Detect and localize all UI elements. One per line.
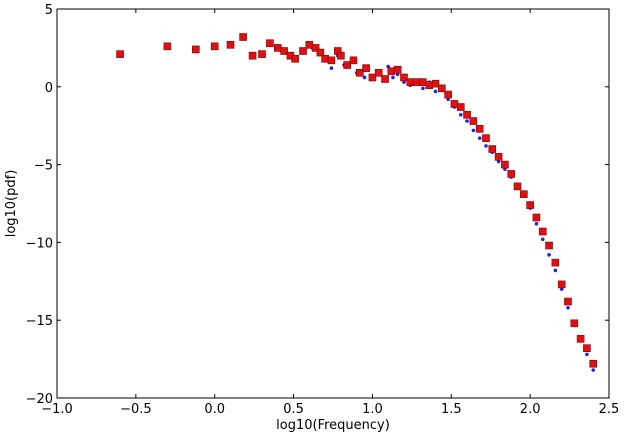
data-point-square: [456, 103, 465, 111]
data-point-square: [299, 47, 307, 55]
data-point-square: [266, 39, 274, 48]
axis-ticks: −1.0 −0.5 0.0 0.5 1.0 1.5 2.0 2.5 5 0 −5 −10 −15 −20: [26, 3, 620, 417]
data-point-square: [191, 45, 200, 54]
data-point-square: [532, 213, 541, 222]
data-point-square: [520, 190, 528, 198]
data-point-dot: [534, 221, 539, 226]
y-tick-label: −15: [26, 314, 53, 329]
data-point-square: [316, 48, 325, 57]
x-tick-label: −0.5: [120, 402, 152, 417]
data-point-square: [450, 100, 459, 108]
data-point-square: [482, 134, 490, 142]
data-point-dot: [591, 368, 596, 372]
x-tick-label: 2.0: [520, 402, 541, 417]
data-point-square: [381, 75, 389, 83]
data-point-square: [406, 78, 415, 86]
x-tick-label: 0.5: [283, 402, 304, 417]
data-point-square: [374, 68, 383, 77]
data-point-dot: [484, 144, 488, 148]
data-point-dot: [465, 119, 469, 123]
data-point-square: [393, 65, 402, 74]
data-point-square: [557, 280, 566, 289]
data-point-square: [337, 51, 345, 60]
y-tick-label: −5: [34, 159, 53, 174]
data-point-dot: [329, 66, 334, 70]
data-point-square: [356, 68, 364, 77]
data-point-square: [327, 56, 336, 65]
x-tick-label: 2.5: [599, 402, 620, 417]
data-point-square: [545, 241, 553, 250]
data-point-square: [570, 319, 579, 328]
data-point-square: [280, 47, 288, 55]
data-point-square: [501, 160, 509, 169]
data-point-square: [239, 33, 247, 41]
data-point-square: [305, 40, 314, 49]
x-tick-label: 0.0: [204, 402, 225, 417]
data-point-square: [368, 73, 377, 82]
data-point-square: [258, 50, 266, 58]
data-point-square: [116, 50, 124, 58]
data-point-square: [248, 51, 257, 60]
data-point-square: [583, 344, 591, 353]
data-point-square: [488, 145, 497, 153]
data-point-square: [444, 90, 452, 99]
data-point-dot: [585, 352, 589, 357]
data-point-square: [419, 78, 427, 86]
data-point-square: [311, 44, 320, 52]
x-tick-label: 1.0: [362, 402, 383, 417]
x-axis-label: log10(Frequency): [276, 418, 390, 433]
data-point-dot: [477, 136, 482, 140]
data-point-square: [163, 42, 172, 51]
data-point-square: [438, 84, 446, 93]
data-point-square: [463, 111, 471, 119]
y-tick-label: −20: [26, 392, 53, 407]
data-point-square: [425, 81, 434, 90]
plot-frame: [56, 8, 610, 399]
data-point-dot: [362, 75, 367, 80]
data-point-square: [273, 44, 282, 52]
data-point-square: [349, 56, 358, 65]
data-point-square: [362, 64, 370, 72]
y-axis-label: log10(pdf): [4, 170, 19, 238]
data-point-square: [564, 297, 572, 306]
data-point-square: [469, 117, 478, 125]
data-point-dot: [553, 268, 558, 273]
data-point-dot: [458, 113, 463, 117]
data-point-square: [589, 359, 598, 368]
data-point-square: [226, 40, 235, 49]
data-point-square: [291, 54, 299, 63]
y-tick-label: −10: [26, 236, 53, 251]
data-point-square: [475, 125, 484, 133]
data-point-dot: [433, 89, 438, 94]
y-tick-label: 0: [45, 81, 53, 96]
data-point-square: [507, 170, 516, 178]
x-tick-label: 1.5: [441, 402, 462, 417]
data-point-square: [576, 335, 585, 343]
x-tick-label: −1.0: [41, 402, 73, 417]
data-point-square: [494, 153, 503, 161]
data-point-square: [513, 182, 522, 191]
data-point-square: [431, 79, 440, 88]
y-tick-label: 5: [45, 3, 53, 18]
data-point-dot: [391, 75, 395, 80]
data-point-square: [321, 54, 329, 63]
data-point-dot: [540, 237, 545, 242]
data-point-square: [343, 61, 351, 69]
data-point-square: [412, 78, 421, 86]
data-point-square: [526, 201, 534, 209]
data-point-dot: [471, 128, 476, 133]
data-point-dot: [421, 86, 425, 91]
data-point-square: [210, 42, 219, 51]
data-point-dot: [547, 253, 551, 257]
data-point-square: [551, 258, 560, 267]
data-point-square: [538, 227, 547, 236]
data-points: [116, 33, 598, 372]
data-point-square: [387, 67, 396, 76]
data-point-dot: [566, 305, 570, 310]
data-point-square: [400, 73, 408, 82]
